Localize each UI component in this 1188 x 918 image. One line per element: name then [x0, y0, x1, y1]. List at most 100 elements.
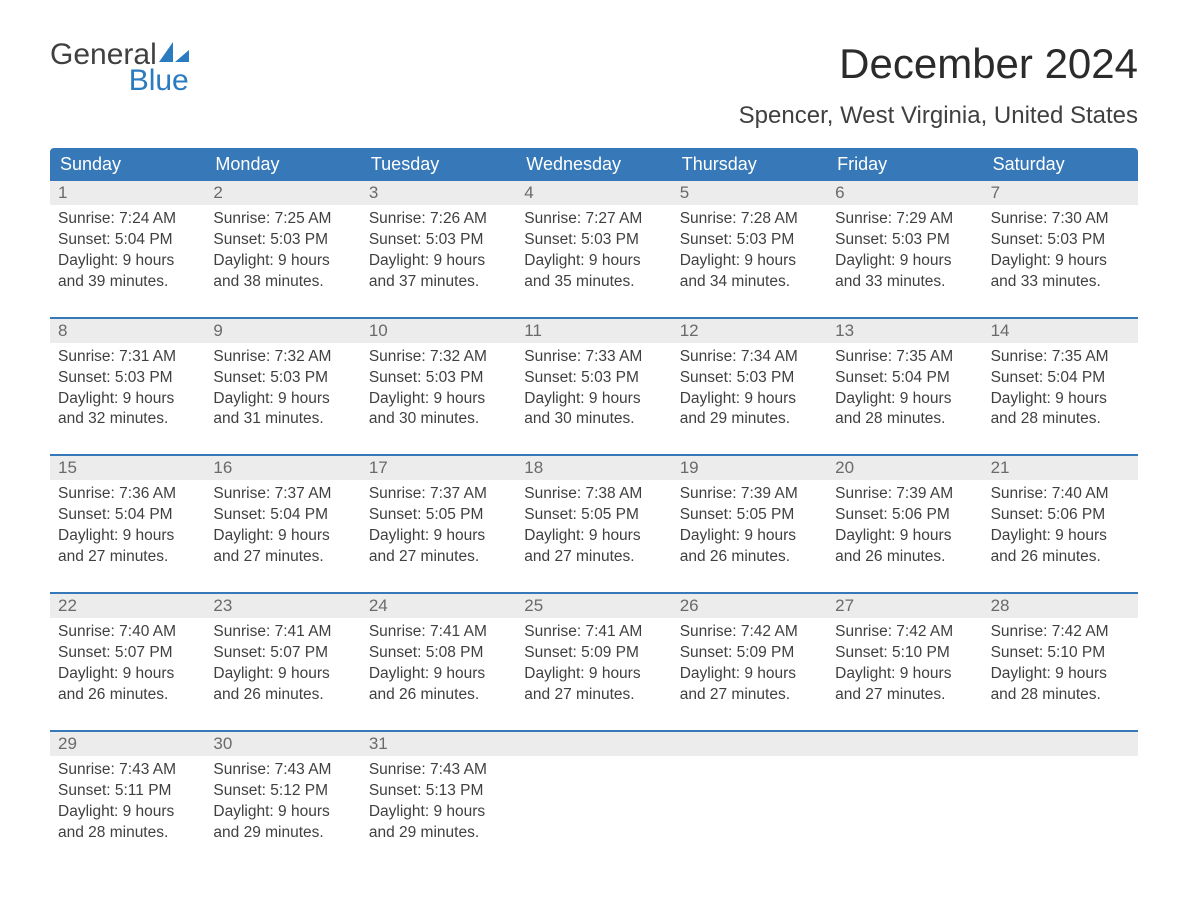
daylight-text-2: and 35 minutes. — [524, 272, 663, 293]
sunrise-text: Sunrise: 7:24 AM — [58, 209, 197, 230]
daylight-text-2: and 27 minutes. — [524, 685, 663, 706]
sunset-text: Sunset: 5:03 PM — [680, 230, 819, 251]
daylight-text-1: Daylight: 9 hours — [835, 389, 974, 410]
day-number: 15 — [50, 456, 205, 480]
day-number: 27 — [827, 594, 982, 618]
daylight-text-1: Daylight: 9 hours — [58, 526, 197, 547]
day-cell: Sunrise: 7:42 AMSunset: 5:10 PMDaylight:… — [983, 618, 1138, 710]
sunrise-text: Sunrise: 7:41 AM — [524, 622, 663, 643]
day-cell: Sunrise: 7:41 AMSunset: 5:09 PMDaylight:… — [516, 618, 671, 710]
sunset-text: Sunset: 5:07 PM — [58, 643, 197, 664]
sunrise-text: Sunrise: 7:34 AM — [680, 347, 819, 368]
day-cell — [983, 756, 1138, 848]
day-number: 22 — [50, 594, 205, 618]
sunrise-text: Sunrise: 7:38 AM — [524, 484, 663, 505]
sunset-text: Sunset: 5:03 PM — [680, 368, 819, 389]
daylight-text-2: and 37 minutes. — [369, 272, 508, 293]
daylight-text-1: Daylight: 9 hours — [835, 526, 974, 547]
day-number: 9 — [205, 319, 360, 343]
daylight-text-1: Daylight: 9 hours — [213, 526, 352, 547]
sunrise-text: Sunrise: 7:42 AM — [680, 622, 819, 643]
daylight-text-1: Daylight: 9 hours — [369, 389, 508, 410]
day-cell: Sunrise: 7:32 AMSunset: 5:03 PMDaylight:… — [205, 343, 360, 435]
day-content-row: Sunrise: 7:40 AMSunset: 5:07 PMDaylight:… — [50, 618, 1138, 710]
daylight-text-1: Daylight: 9 hours — [835, 251, 974, 272]
day-number: 4 — [516, 181, 671, 205]
sunrise-text: Sunrise: 7:31 AM — [58, 347, 197, 368]
dow-cell: Monday — [205, 148, 360, 181]
day-cell — [516, 756, 671, 848]
sunrise-text: Sunrise: 7:43 AM — [58, 760, 197, 781]
daylight-text-1: Daylight: 9 hours — [991, 526, 1130, 547]
calendar: SundayMondayTuesdayWednesdayThursdayFrid… — [50, 148, 1138, 847]
day-number: 21 — [983, 456, 1138, 480]
daylight-text-1: Daylight: 9 hours — [58, 664, 197, 685]
day-number: 23 — [205, 594, 360, 618]
daylight-text-2: and 33 minutes. — [991, 272, 1130, 293]
sunset-text: Sunset: 5:03 PM — [991, 230, 1130, 251]
day-number: 12 — [672, 319, 827, 343]
daylight-text-2: and 27 minutes. — [680, 685, 819, 706]
daylight-text-2: and 28 minutes. — [835, 409, 974, 430]
daylight-text-1: Daylight: 9 hours — [680, 664, 819, 685]
daylight-text-2: and 28 minutes. — [991, 685, 1130, 706]
daylight-text-1: Daylight: 9 hours — [58, 251, 197, 272]
daylight-text-2: and 26 minutes. — [680, 547, 819, 568]
day-cell: Sunrise: 7:39 AMSunset: 5:05 PMDaylight:… — [672, 480, 827, 572]
daylight-text-2: and 38 minutes. — [213, 272, 352, 293]
day-cell: Sunrise: 7:43 AMSunset: 5:11 PMDaylight:… — [50, 756, 205, 848]
day-cell: Sunrise: 7:28 AMSunset: 5:03 PMDaylight:… — [672, 205, 827, 297]
daylight-text-1: Daylight: 9 hours — [58, 802, 197, 823]
sunrise-text: Sunrise: 7:40 AM — [991, 484, 1130, 505]
sunrise-text: Sunrise: 7:35 AM — [991, 347, 1130, 368]
sunset-text: Sunset: 5:07 PM — [213, 643, 352, 664]
sunset-text: Sunset: 5:13 PM — [369, 781, 508, 802]
day-cell: Sunrise: 7:24 AMSunset: 5:04 PMDaylight:… — [50, 205, 205, 297]
daylight-text-1: Daylight: 9 hours — [835, 664, 974, 685]
day-content-row: Sunrise: 7:36 AMSunset: 5:04 PMDaylight:… — [50, 480, 1138, 572]
day-number-row: 293031 — [50, 730, 1138, 756]
day-number: 17 — [361, 456, 516, 480]
day-number: 11 — [516, 319, 671, 343]
sunrise-text: Sunrise: 7:29 AM — [835, 209, 974, 230]
daylight-text-1: Daylight: 9 hours — [680, 251, 819, 272]
day-cell: Sunrise: 7:42 AMSunset: 5:09 PMDaylight:… — [672, 618, 827, 710]
daylight-text-2: and 28 minutes. — [991, 409, 1130, 430]
calendar-week: 891011121314Sunrise: 7:31 AMSunset: 5:03… — [50, 317, 1138, 435]
sunrise-text: Sunrise: 7:41 AM — [213, 622, 352, 643]
day-number: 2 — [205, 181, 360, 205]
day-cell: Sunrise: 7:42 AMSunset: 5:10 PMDaylight:… — [827, 618, 982, 710]
calendar-week: 293031Sunrise: 7:43 AMSunset: 5:11 PMDay… — [50, 730, 1138, 848]
day-number: 1 — [50, 181, 205, 205]
day-cell: Sunrise: 7:36 AMSunset: 5:04 PMDaylight:… — [50, 480, 205, 572]
day-cell — [827, 756, 982, 848]
daylight-text-1: Daylight: 9 hours — [991, 389, 1130, 410]
sunset-text: Sunset: 5:06 PM — [835, 505, 974, 526]
daylight-text-2: and 30 minutes. — [524, 409, 663, 430]
daylight-text-1: Daylight: 9 hours — [213, 802, 352, 823]
sunset-text: Sunset: 5:11 PM — [58, 781, 197, 802]
sunrise-text: Sunrise: 7:41 AM — [369, 622, 508, 643]
day-cell: Sunrise: 7:30 AMSunset: 5:03 PMDaylight:… — [983, 205, 1138, 297]
day-number: 8 — [50, 319, 205, 343]
sunrise-text: Sunrise: 7:42 AM — [835, 622, 974, 643]
day-number: 29 — [50, 732, 205, 756]
sunset-text: Sunset: 5:09 PM — [524, 643, 663, 664]
sunset-text: Sunset: 5:10 PM — [991, 643, 1130, 664]
sunrise-text: Sunrise: 7:37 AM — [213, 484, 352, 505]
day-number: 19 — [672, 456, 827, 480]
daylight-text-2: and 26 minutes. — [369, 685, 508, 706]
sunset-text: Sunset: 5:04 PM — [835, 368, 974, 389]
day-number: 26 — [672, 594, 827, 618]
sunrise-text: Sunrise: 7:33 AM — [524, 347, 663, 368]
day-cell: Sunrise: 7:35 AMSunset: 5:04 PMDaylight:… — [983, 343, 1138, 435]
sunrise-text: Sunrise: 7:30 AM — [991, 209, 1130, 230]
day-number: 3 — [361, 181, 516, 205]
sunrise-text: Sunrise: 7:32 AM — [213, 347, 352, 368]
daylight-text-1: Daylight: 9 hours — [991, 251, 1130, 272]
daylight-text-2: and 31 minutes. — [213, 409, 352, 430]
day-cell: Sunrise: 7:35 AMSunset: 5:04 PMDaylight:… — [827, 343, 982, 435]
daylight-text-1: Daylight: 9 hours — [58, 389, 197, 410]
day-cell: Sunrise: 7:38 AMSunset: 5:05 PMDaylight:… — [516, 480, 671, 572]
sunrise-text: Sunrise: 7:36 AM — [58, 484, 197, 505]
